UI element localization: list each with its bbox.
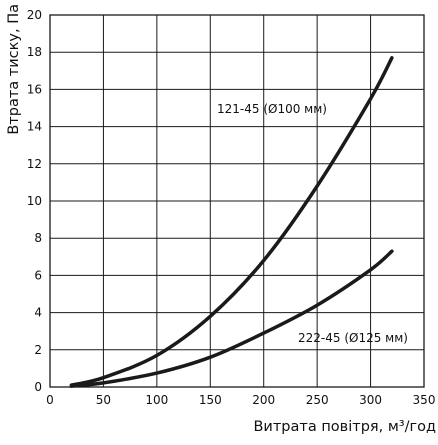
curves — [69, 56, 394, 388]
x-tick-label: 50 — [96, 393, 111, 407]
y-axis-title: Втрата тиску, Па — [6, 4, 22, 135]
y-tick-label: 12 — [27, 157, 42, 171]
x-tick-label: 150 — [199, 393, 222, 407]
y-tick-label: 20 — [27, 8, 42, 22]
x-tick-label: 250 — [306, 393, 329, 407]
y-tick-label: 4 — [34, 306, 42, 320]
series-line-1 — [69, 56, 394, 387]
series-label-222-45: 222-45 (Ø125 мм) — [298, 331, 408, 345]
x-tick-labels: 0 50 100 150 200 250 300 350 — [46, 393, 435, 407]
y-tick-labels: 0 2 4 6 8 10 12 14 16 18 20 — [27, 8, 42, 394]
y-tick-label: 10 — [27, 194, 42, 208]
x-tick-label: 300 — [359, 393, 382, 407]
y-tick-label: 6 — [34, 268, 42, 282]
series-line-2 — [69, 249, 394, 388]
x-tick-label: 200 — [252, 393, 275, 407]
y-tick-label: 14 — [27, 120, 42, 134]
x-tick-label: 350 — [413, 393, 436, 407]
y-tick-label: 8 — [34, 231, 42, 245]
x-axis-title: Витрата повітря, м³/год — [253, 419, 436, 435]
y-tick-label: 2 — [34, 343, 42, 357]
grid — [49, 14, 425, 388]
x-tick-label: 0 — [46, 393, 54, 407]
series-label-121-45: 121-45 (Ø100 мм) — [217, 102, 327, 116]
y-tick-label: 0 — [34, 380, 42, 394]
y-tick-label: 16 — [27, 82, 42, 96]
y-tick-label: 18 — [27, 45, 42, 59]
x-tick-label: 100 — [145, 393, 168, 407]
plot-frame — [49, 14, 425, 388]
